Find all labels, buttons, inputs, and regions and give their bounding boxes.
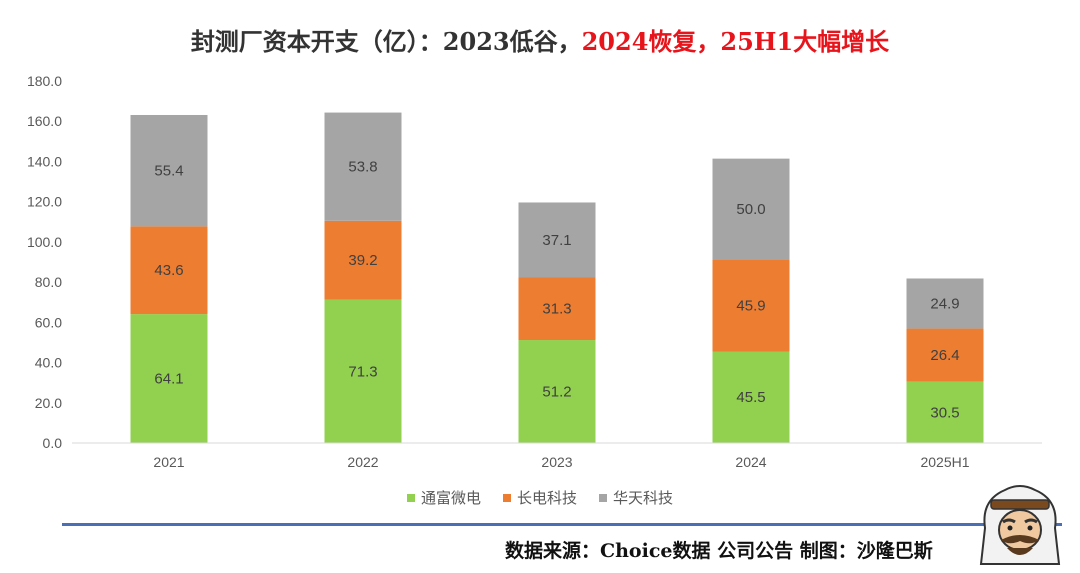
legend-swatch	[406, 493, 415, 502]
x-tick-label: 2024	[735, 454, 766, 470]
bar-segment	[324, 299, 402, 443]
data-label: 45.9	[736, 297, 765, 314]
bar-segment	[324, 220, 402, 300]
bar-segment	[906, 381, 984, 443]
data-label: 64.1	[154, 371, 183, 388]
data-label: 43.6	[154, 262, 183, 279]
bar-segment	[906, 278, 984, 329]
y-tick-label: 60.0	[35, 314, 62, 330]
data-label: 53.8	[348, 159, 377, 176]
bar-segment	[130, 314, 208, 443]
legend-item: 通富微电	[406, 487, 481, 508]
bar-segment	[906, 328, 984, 382]
x-tick-label: 2022	[347, 454, 378, 470]
legend-label: 华天科技	[613, 490, 674, 507]
data-label: 45.5	[736, 389, 765, 406]
y-tick-label: 20.0	[35, 395, 62, 411]
data-label: 39.2	[348, 252, 377, 269]
bar-segment	[518, 340, 596, 443]
bar-segment	[712, 351, 790, 443]
y-tick-label: 80.0	[35, 274, 62, 290]
legend: 通富微电 长电科技 华天科技	[0, 487, 1080, 508]
x-tick-label: 2021	[153, 454, 184, 470]
stacked-bar-chart: 0.0 20.0 40.0 60.0 80.0 100.0 120.0 140.0 160.0 1…	[27, 73, 1042, 470]
x-tick-label: 2023	[541, 454, 572, 470]
legend-swatch	[599, 493, 607, 502]
bar-segment	[130, 114, 208, 227]
legend-label: 通富微电	[420, 490, 481, 507]
cartoon-mascot-icon	[979, 485, 1061, 565]
bars: 64.1 43.6 55.4 71.3 39.2 53.8 51.2 31.3 37.1 45.5…	[130, 112, 984, 443]
y-tick-label: 120.0	[27, 194, 62, 210]
bar-segment	[712, 158, 790, 260]
legend-item: 长电科技	[502, 487, 577, 508]
data-label: 37.1	[542, 232, 571, 249]
bar-segment	[130, 226, 208, 315]
source-note: 数据来源：Choice数据 公司公告 制图：沙隆巴斯	[505, 540, 933, 562]
data-label: 71.3	[348, 363, 377, 380]
y-tick-label: 160.0	[27, 113, 62, 129]
legend-swatch	[502, 493, 511, 502]
y-tick-label: 140.0	[27, 153, 62, 169]
y-tick-label: 100.0	[27, 234, 62, 250]
chart-title: 封测厂资本开支（亿）：2023低谷，2024恢复，25H1大幅增长	[0, 22, 1080, 57]
data-label: 26.4	[930, 347, 959, 364]
data-label: 51.2	[542, 384, 571, 401]
data-label: 55.4	[154, 163, 183, 180]
legend-label: 长电科技	[516, 490, 577, 507]
bar-segment	[712, 259, 790, 352]
title-part2: 2024恢复，25H1大幅增长	[581, 27, 890, 56]
y-tick-label: 40.0	[35, 355, 62, 371]
y-tick-label: 180.0	[27, 73, 62, 89]
bar-segment	[518, 277, 596, 341]
y-axis: 0.0 20.0 40.0 60.0 80.0 100.0 120.0 140.0 160.0 1…	[27, 73, 62, 451]
data-label: 50.0	[736, 201, 765, 218]
bar-segment	[324, 112, 402, 221]
x-tick-label: 2025H1	[920, 454, 969, 470]
data-label: 31.3	[542, 301, 571, 318]
footer-divider	[62, 523, 1062, 526]
y-tick-label: 0.0	[43, 435, 63, 451]
title-part1: 封测厂资本开支（亿）：2023低谷，	[190, 27, 582, 56]
x-axis: 2021 2022 2023 2024 2025H1	[153, 454, 969, 470]
bar-segment	[518, 202, 596, 278]
legend-item: 华天科技	[599, 487, 673, 508]
data-label: 24.9	[930, 296, 959, 313]
data-label: 30.5	[930, 404, 959, 421]
